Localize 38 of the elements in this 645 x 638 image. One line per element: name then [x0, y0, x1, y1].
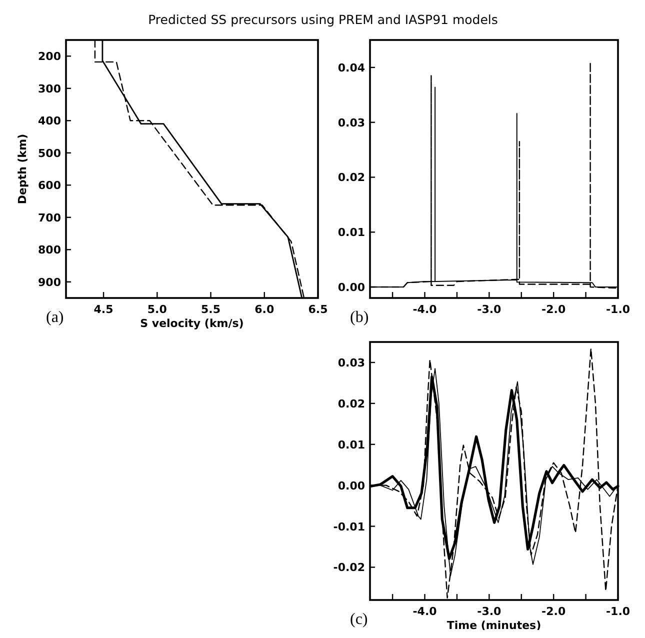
y-tick-label: 0.00: [338, 479, 366, 492]
x-tick-label: 5.5: [201, 303, 221, 316]
y-tick-label: -0.02: [333, 561, 365, 574]
y-axis-title: Depth (km): [16, 134, 29, 204]
y-tick-label: 200: [38, 50, 62, 64]
x-tick-label: -4.0: [412, 605, 438, 618]
x-tick-label: -2.0: [542, 605, 566, 618]
chart-title: Predicted SS precursors using PREM and IASP91 models: [148, 12, 498, 27]
y-tick-label: 800: [38, 244, 62, 257]
y-tick-label: 400: [38, 114, 62, 128]
x-tick-label: 4.5: [94, 303, 114, 316]
x-tick-label: -1.0: [606, 303, 630, 316]
text: (a): [46, 309, 64, 326]
y-tick-label: 0.02: [338, 397, 365, 410]
text: (c): [350, 611, 368, 628]
x-tick-label: -4.0: [412, 303, 438, 316]
y-tick-label: 0.02: [338, 171, 365, 184]
text: (b): [350, 309, 369, 326]
y-tick-label: 900: [38, 276, 62, 289]
y-tick-label: 0.00: [338, 281, 366, 294]
x-tick-label: 6.5: [308, 303, 328, 316]
y-tick-label: 700: [38, 211, 62, 224]
y-tick-label: 300: [38, 82, 62, 96]
x-tick-label: -3.0: [477, 303, 502, 316]
y-tick-label: 0.03: [338, 116, 365, 130]
y-tick-label: 600: [38, 179, 62, 192]
x-tick-label: -1.0: [606, 605, 630, 618]
y-tick-label: 0.03: [338, 356, 365, 370]
y-tick-label: 0.04: [338, 61, 366, 74]
x-tick-label: -3.0: [477, 605, 502, 618]
x-tick-label: -2.0: [542, 303, 566, 316]
y-tick-label: 500: [38, 146, 62, 160]
x-tick-label: 5.0: [147, 303, 168, 316]
y-tick-label: 0.01: [338, 226, 365, 240]
y-tick-label: -0.01: [333, 520, 365, 534]
y-tick-label: 0.01: [338, 438, 365, 452]
x-axis-title: S velocity (km/s): [140, 317, 244, 330]
x-tick-label: 6.0: [254, 303, 274, 316]
